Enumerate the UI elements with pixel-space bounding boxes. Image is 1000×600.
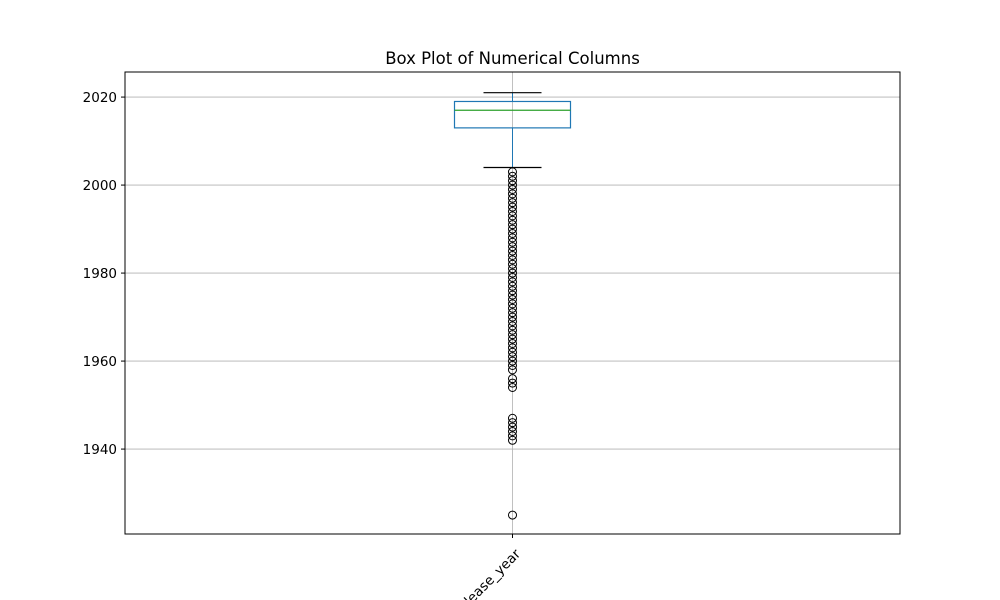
outlier-point [508, 290, 517, 300]
outlier-point [508, 303, 517, 313]
outlier-point [508, 378, 517, 388]
outlier-point [508, 233, 517, 243]
outlier-point [508, 211, 517, 221]
outlier-point [508, 435, 517, 445]
outlier-point [508, 426, 517, 436]
outlier-point [508, 431, 517, 441]
outlier-point [508, 365, 517, 375]
outlier-point [508, 198, 517, 208]
chart-title: Box Plot of Numerical Columns [385, 49, 640, 68]
outlier-point [508, 294, 517, 304]
outlier-point [508, 268, 517, 278]
outlier-point [508, 308, 517, 318]
outlier-point [508, 189, 517, 199]
outlier-point [508, 250, 517, 260]
outlier-point [508, 338, 517, 348]
x-tick-label: release_year [452, 546, 525, 600]
outlier-point [508, 374, 517, 384]
outlier-point [508, 180, 517, 190]
outlier-point [508, 360, 517, 370]
outlier-point [508, 224, 517, 234]
outlier-point [508, 264, 517, 274]
outlier-point [508, 206, 517, 216]
outlier-point [508, 272, 517, 282]
outlier-point [508, 246, 517, 256]
outlier-point [508, 413, 517, 423]
outlier-point [508, 299, 517, 309]
outlier-point [508, 316, 517, 326]
outlier-point [508, 356, 517, 366]
outlier-point [508, 334, 517, 344]
outlier-point [508, 215, 517, 225]
outlier-point [508, 242, 517, 252]
outlier-point [508, 312, 517, 322]
outlier-point [508, 330, 517, 340]
outlier-point [508, 167, 517, 177]
outlier-point [508, 321, 517, 331]
outlier-point [508, 202, 517, 212]
outlier-point [508, 259, 517, 269]
outlier-point [508, 237, 517, 247]
outlier-point [508, 382, 517, 392]
outlier-point [508, 418, 517, 428]
outlier-point [508, 422, 517, 432]
y-tick-label: 1940 [83, 442, 117, 458]
box-release_year [453, 92, 572, 520]
outlier-point [508, 325, 517, 335]
outlier-point [508, 193, 517, 203]
outlier-point [508, 220, 517, 230]
outlier-point [508, 184, 517, 194]
outlier-point [508, 510, 517, 520]
y-tick-label: 1960 [83, 354, 117, 370]
outlier-point [508, 352, 517, 362]
outlier-point [508, 286, 517, 296]
outlier-point [508, 255, 517, 265]
y-tick-label: 2000 [83, 178, 117, 194]
y-tick-label: 1980 [83, 266, 117, 282]
outlier-point [508, 228, 517, 238]
y-axis: 1940 1960 1980 2000 2020 [83, 90, 125, 458]
y-tick-label: 2020 [83, 90, 117, 106]
outlier-point [508, 343, 517, 353]
box-plot-layer [453, 92, 572, 520]
outlier-point [508, 281, 517, 291]
iqr-box [453, 100, 572, 129]
outlier-point [508, 347, 517, 357]
outlier-point [508, 277, 517, 287]
outlier-point [508, 176, 517, 186]
x-axis: release_year [452, 534, 525, 600]
outlier-point [508, 171, 517, 181]
